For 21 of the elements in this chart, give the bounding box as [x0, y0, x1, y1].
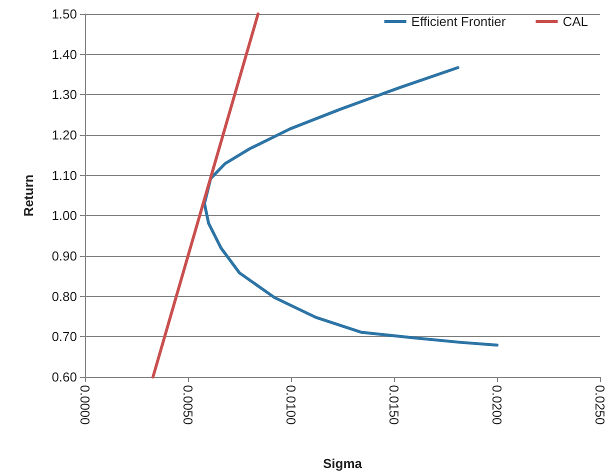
line-series [202, 66, 498, 347]
y-tick-label: 0.70 [52, 329, 77, 344]
x-tick-label: 0.0200 [490, 385, 504, 425]
y-tick-label: 0.60 [52, 370, 77, 384]
x-tick-label: 0.0050 [180, 385, 196, 425]
y-tick-label: 1.10 [52, 168, 77, 183]
y-tick-label: 1.40 [52, 46, 77, 62]
y-tick-label: 0.80 [52, 288, 77, 304]
x-tick-label: 0.0000 [78, 385, 92, 425]
y-tick-label: 1.00 [52, 208, 77, 224]
y-tick-label: 1.50 [52, 6, 77, 22]
x-tick-label: 0.0100 [284, 385, 298, 425]
x-tick-label: 0.0150 [386, 385, 402, 425]
legend-label: CAL [562, 14, 588, 29]
legend-label: Efficient Frontier [411, 14, 506, 29]
y-tick-label: 1.30 [52, 87, 77, 102]
y-axis-title: Return [21, 174, 36, 216]
y-tick-label: 0.90 [52, 248, 77, 264]
x-axis-title: Sigma [322, 456, 363, 471]
y-tick-label: 1.20 [52, 128, 77, 142]
x-tick-label: 0.0250 [592, 385, 608, 425]
